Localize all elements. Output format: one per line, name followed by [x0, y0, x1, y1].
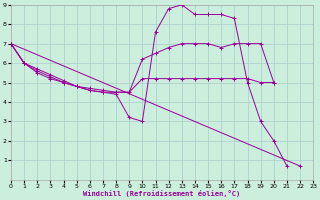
X-axis label: Windchill (Refroidissement éolien,°C): Windchill (Refroidissement éolien,°C) — [84, 190, 241, 197]
